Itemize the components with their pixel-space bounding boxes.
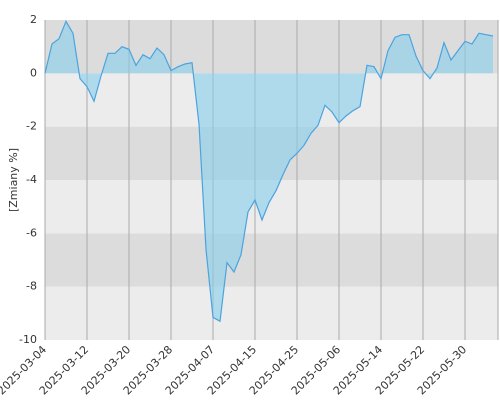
band [45,233,498,287]
y-axis-label: [Zmiany %] [7,148,20,212]
y-tick-label: -4 [26,173,37,186]
y-tick-label: -8 [26,280,37,293]
y-tick-label: 0 [30,66,37,79]
y-tick-label: -10 [19,333,37,346]
area [45,21,493,322]
line [44,19,494,323]
y-tick-label: -2 [26,120,37,133]
band [45,286,498,340]
y-tick-label: -6 [26,226,37,239]
y-tick-label: 2 [30,13,37,26]
